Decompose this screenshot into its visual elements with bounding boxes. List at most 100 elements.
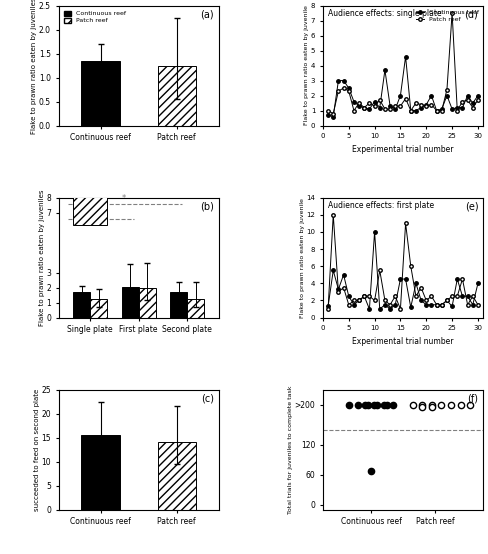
Patch reef <box>377 267 383 274</box>
Patch reef <box>424 102 429 109</box>
Line: Continuous reef: Continuous reef <box>326 230 480 311</box>
Continuous reef <box>460 104 466 111</box>
Patch reef <box>434 107 440 114</box>
Bar <box>158 65 196 126</box>
Continuous reef <box>424 301 429 308</box>
Patch reef <box>346 301 352 308</box>
Y-axis label: Flake to prawn ratio eaten by juvenile: Flake to prawn ratio eaten by juvenile <box>300 198 305 317</box>
Continuous reef <box>351 98 357 105</box>
Patch reef <box>408 107 414 114</box>
Continuous reef <box>465 293 470 300</box>
Patch reef <box>454 107 460 114</box>
Text: (e): (e) <box>465 201 478 211</box>
Text: Audience effects: single plate: Audience effects: single plate <box>328 9 441 18</box>
Continuous reef <box>403 53 408 60</box>
Continuous reef <box>460 293 466 300</box>
FancyBboxPatch shape <box>73 196 107 224</box>
Continuous reef <box>470 100 476 106</box>
Continuous reef <box>382 66 388 73</box>
Patch reef <box>361 293 367 300</box>
Patch reef <box>428 293 434 300</box>
Patch reef <box>475 97 481 104</box>
Continuous reef <box>330 267 336 274</box>
Patch reef <box>413 100 419 106</box>
Y-axis label: Flake to prawn ratio eaten by juvenile: Flake to prawn ratio eaten by juvenile <box>305 6 309 126</box>
Bar <box>122 287 139 317</box>
Patch reef <box>439 107 445 114</box>
Patch reef <box>325 306 331 312</box>
Continuous reef <box>428 92 434 99</box>
Bar <box>81 435 120 510</box>
Continuous reef <box>398 276 404 283</box>
Patch reef <box>470 104 476 111</box>
Continuous reef <box>465 92 470 99</box>
Continuous reef <box>454 104 460 111</box>
Patch reef <box>398 102 404 109</box>
Y-axis label: Flake to prawn ratio eaten by juveniles: Flake to prawn ratio eaten by juveniles <box>31 0 38 134</box>
Continuous reef <box>475 92 481 99</box>
Continuous reef <box>428 301 434 308</box>
Patch reef <box>413 293 419 300</box>
Continuous reef <box>346 85 352 91</box>
Continuous reef <box>382 301 388 308</box>
Patch reef <box>351 107 357 114</box>
Patch reef <box>470 293 476 300</box>
Continuous reef <box>366 106 372 112</box>
Continuous reef <box>351 301 357 308</box>
Continuous reef <box>444 297 450 304</box>
Continuous reef <box>366 306 372 312</box>
Continuous reef <box>325 112 331 119</box>
Patch reef <box>361 104 367 111</box>
Continuous reef <box>408 107 414 114</box>
Continuous reef <box>377 306 383 312</box>
Patch reef <box>382 106 388 112</box>
Patch reef <box>382 297 388 304</box>
Patch reef <box>372 102 378 109</box>
Patch reef <box>392 102 398 109</box>
Patch reef <box>351 297 357 304</box>
Y-axis label: Total trials for juveniles to complete task: Total trials for juveniles to complete t… <box>288 386 293 514</box>
Patch reef <box>356 297 362 304</box>
Continuous reef <box>470 301 476 308</box>
Patch reef <box>387 301 393 308</box>
Patch reef <box>335 88 341 94</box>
Patch reef <box>418 101 424 108</box>
Patch reef <box>449 293 455 300</box>
Line: Continuous reef: Continuous reef <box>326 55 480 119</box>
Text: (a): (a) <box>201 9 214 19</box>
Patch reef <box>387 106 393 112</box>
X-axis label: Experimental trial number: Experimental trial number <box>352 145 454 154</box>
Legend: Continuous reef, Patch reef: Continuous reef, Patch reef <box>61 9 128 25</box>
Patch reef <box>465 301 470 308</box>
Continuous reef <box>418 297 424 304</box>
Patch reef <box>454 293 460 300</box>
X-axis label: Experimental trial number: Experimental trial number <box>352 337 454 346</box>
Patch reef <box>346 88 352 94</box>
Patch reef <box>444 297 450 304</box>
Patch reef <box>366 100 372 106</box>
Continuous reef <box>341 77 346 84</box>
Patch reef <box>366 293 372 300</box>
Patch reef <box>418 284 424 291</box>
Patch reef <box>403 220 408 227</box>
Line: Patch reef: Patch reef <box>326 11 480 115</box>
Text: (b): (b) <box>200 201 214 211</box>
Patch reef <box>408 263 414 269</box>
Bar <box>81 61 120 126</box>
Continuous reef <box>346 293 352 300</box>
Continuous reef <box>408 304 414 311</box>
Continuous reef <box>356 102 362 109</box>
Patch reef <box>341 284 346 291</box>
Continuous reef <box>335 286 341 293</box>
Continuous reef <box>356 297 362 304</box>
Text: (c): (c) <box>201 393 214 403</box>
Continuous reef <box>434 107 440 114</box>
Continuous reef <box>392 106 398 112</box>
Continuous reef <box>439 106 445 112</box>
Continuous reef <box>434 301 440 308</box>
Y-axis label: succeeded to feed on second plate: succeeded to feed on second plate <box>34 388 40 511</box>
Bar <box>170 292 187 317</box>
Patch reef <box>335 289 341 295</box>
Bar <box>90 299 107 317</box>
Patch reef <box>341 85 346 91</box>
